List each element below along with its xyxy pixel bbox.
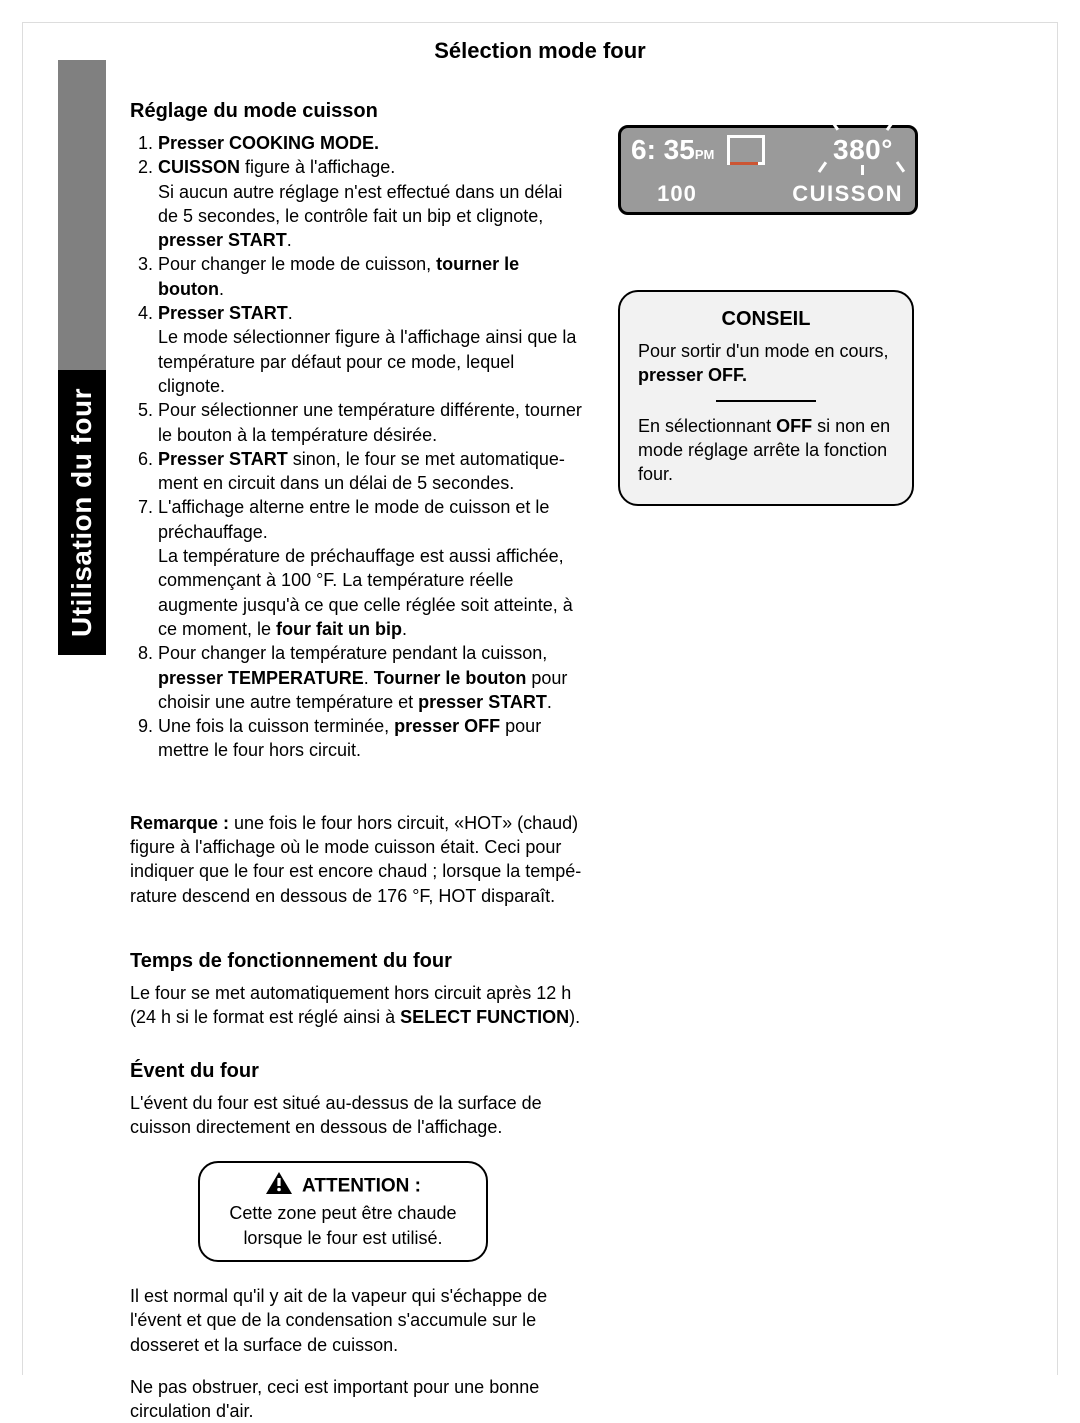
section2: Temps de fonctionnement du four Le four … — [130, 948, 585, 1030]
conseil-divider — [716, 400, 816, 402]
step-item: Une fois la cuisson terminée, presser OF… — [158, 714, 585, 763]
section3: Évent du four L'évent du four est situé … — [130, 1058, 585, 1423]
display-heating-bar-icon — [730, 162, 758, 165]
section2-heading: Temps de fonctionnement du four — [130, 948, 585, 975]
step-item: CUISSON figure à l'affichage.Si aucun au… — [158, 155, 585, 252]
main-column: Réglage du mode cuisson Presser COOKING … — [130, 98, 585, 1423]
sidebar-tab: Utilisation du four — [58, 60, 106, 655]
step-item: Presser START sinon, le four se met auto… — [158, 447, 585, 496]
section3-heading: Évent du four — [130, 1058, 585, 1085]
section1-heading: Réglage du mode cuisson — [130, 98, 585, 125]
display-temp-wrap: 380° — [821, 131, 905, 169]
section3-body3: Ne pas obstruer, ceci est important pour… — [130, 1375, 585, 1423]
remark: Remarque : une fois le four hors circuit… — [130, 811, 585, 908]
display-time: 6: 35PM — [631, 131, 723, 169]
step-item: Pour sélectionner une température différ… — [158, 398, 585, 447]
display-box-icon — [727, 135, 765, 165]
sidebar-label: Utilisation du four — [63, 388, 101, 637]
display-ampm: PM — [695, 147, 715, 162]
conseil-box: CONSEIL Pour sortir d'un mode en cours, … — [618, 290, 914, 506]
step-item: L'affichage alterne entre le mode de cui… — [158, 495, 585, 641]
page-title: Sélection mode four — [0, 36, 1080, 66]
attention-body: Cette zone peut être chaude lorsque le f… — [214, 1201, 472, 1250]
section3-body2: Il est normal qu'il y ait de la vapeur q… — [130, 1284, 585, 1357]
section3-body1: L'évent du four est situé au-dessus de l… — [130, 1091, 585, 1140]
display-temp: 380° — [833, 134, 893, 165]
section2-body: Le four se met automatiquement hors circ… — [130, 981, 585, 1030]
conseil-p1: Pour sortir d'un mode en cours, presser … — [638, 339, 894, 388]
display-mode: CUISSON — [723, 179, 905, 209]
sidebar-black: Utilisation du four — [58, 370, 106, 655]
attention-box: ATTENTION : Cette zone peut être chaude … — [198, 1161, 488, 1262]
steps-list: Presser COOKING MODE.CUISSON figure à l'… — [130, 131, 585, 763]
display-preheat-temp: 100 — [631, 179, 723, 209]
attention-title: ATTENTION : — [302, 1175, 421, 1196]
warning-icon — [265, 1171, 293, 1201]
conseil-title: CONSEIL — [638, 306, 894, 333]
oven-display: 6: 35PM 380° 100 CUISSON — [618, 125, 918, 215]
step-item: Pour changer le mode de cuisson, tourner… — [158, 252, 585, 301]
step-item: Pour changer la température pendant la c… — [158, 641, 585, 714]
step-item: Presser START.Le mode sélectionner figur… — [158, 301, 585, 398]
step-item: Presser COOKING MODE. — [158, 131, 585, 155]
sidebar-gray — [58, 60, 106, 370]
conseil-p2: En sélectionnant OFF si non en mode régl… — [638, 414, 894, 487]
display-time-value: 6: 35 — [631, 134, 695, 165]
